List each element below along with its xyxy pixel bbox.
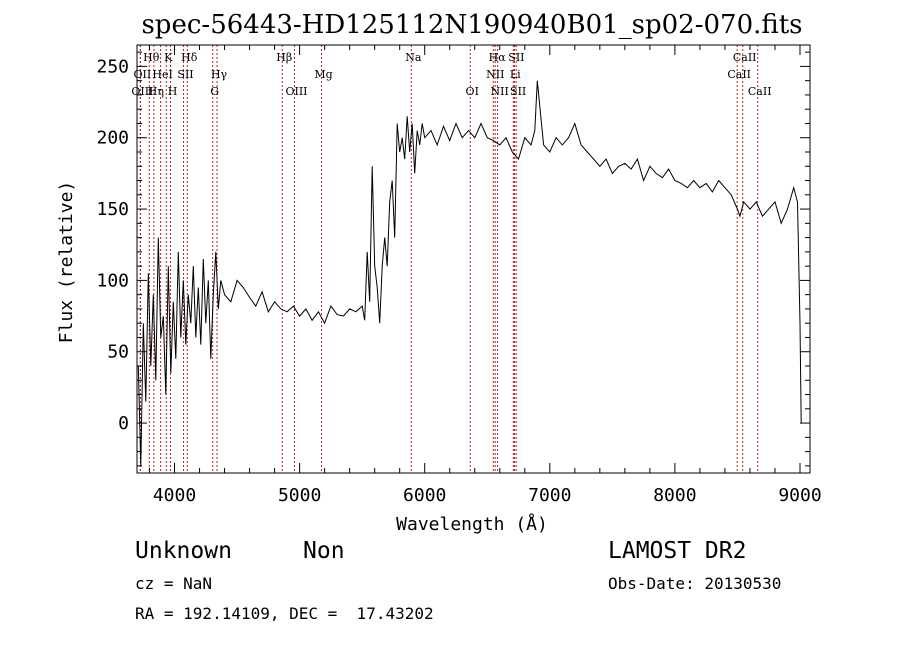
x-tick-label: 4000 — [153, 485, 196, 506]
spectral-line-label: H — [168, 85, 178, 98]
spectral-line-label: Li — [510, 68, 521, 81]
spectral-line-label: HeI — [152, 68, 172, 81]
spectral-line-label: CaII — [733, 51, 757, 64]
spectral-line-label: NII — [490, 85, 508, 98]
spectral-line-label: K — [164, 51, 173, 64]
y-tick-label: 150 — [96, 199, 129, 220]
spectral-line-label: OIII — [285, 85, 307, 98]
redshift-cz: cz = NaN — [135, 574, 213, 593]
coordinates: RA = 192.14109, DEC = 17.43202 — [135, 604, 434, 623]
spectral-line-label: Mg — [314, 68, 332, 81]
spectral-line-label: Hγ — [211, 68, 228, 81]
y-axis-ticks: 0 50 100 150 200 250 — [96, 51, 810, 467]
spectral-line-label: CaII — [748, 85, 772, 98]
y-axis-label: Flux (relative) — [56, 181, 77, 344]
spectrum-line — [137, 80, 802, 466]
survey-name: LAMOST DR2 — [608, 538, 747, 564]
x-tick-label: 7000 — [528, 485, 571, 506]
plot-frame — [136, 44, 811, 474]
object-class: Unknown — [135, 538, 232, 564]
spectral-line-label: SII — [508, 51, 524, 64]
object-subclass: Non — [303, 538, 345, 564]
y-tick-label: 250 — [96, 56, 129, 77]
spectral-line-label: Hθ — [143, 51, 160, 64]
spectral-line-label: OII — [134, 68, 152, 81]
x-axis-label: Wavelength (Å) — [396, 513, 548, 535]
spectral-line-label: SII — [177, 68, 193, 81]
spectral-line-markers — [139, 45, 759, 473]
x-tick-label: 6000 — [403, 485, 446, 506]
spectral-line-label: G — [210, 85, 219, 98]
x-axis-ticks: 4000 5000 6000 7000 8000 9000 — [149, 45, 822, 506]
y-tick-label: 50 — [107, 342, 129, 363]
chart-title: spec-56443-HD125112N190940B01_sp02-070.f… — [141, 10, 802, 40]
y-tick-label: 200 — [96, 128, 129, 149]
x-tick-label: 8000 — [653, 485, 696, 506]
spectral-line-label: CaII — [727, 68, 751, 81]
y-tick-label: 0 — [118, 413, 129, 434]
spectral-line-label: Hβ — [276, 51, 292, 64]
observation-date: Obs-Date: 20130530 — [608, 574, 782, 593]
x-tick-label: 5000 — [278, 485, 321, 506]
y-tick-label: 100 — [96, 270, 129, 291]
spectral-line-label: SII — [510, 85, 526, 98]
spectral-line-label: Na — [405, 51, 422, 64]
spectral-line-label: Hη — [148, 85, 164, 98]
spectral-line-label: Hδ — [181, 51, 198, 64]
spectral-line-label: NII — [486, 68, 504, 81]
spectral-line-label: OI — [466, 85, 479, 98]
x-tick-label: 9000 — [778, 485, 821, 506]
spectral-line-label: Hα — [489, 51, 507, 64]
